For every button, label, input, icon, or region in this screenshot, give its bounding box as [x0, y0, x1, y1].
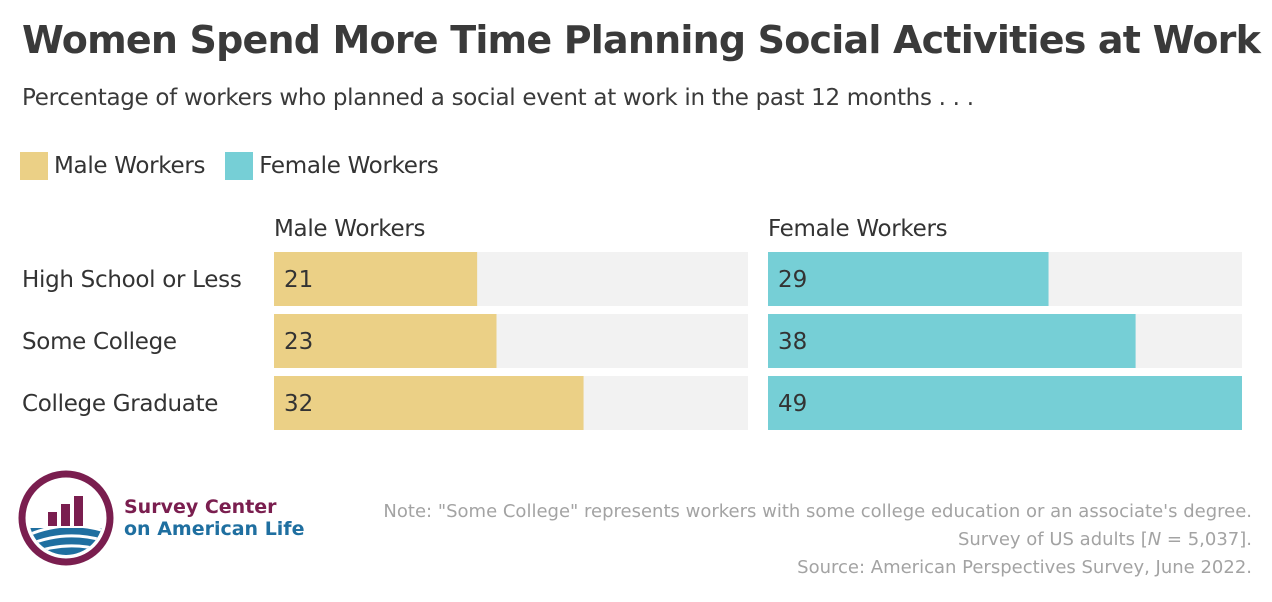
note-line-1: Note: "Some College" represents workers …	[383, 501, 1252, 522]
survey-center-logo-icon	[18, 470, 114, 566]
legend-swatch-male	[20, 152, 48, 180]
logo-text-line-2: on American Life	[124, 518, 305, 540]
legend-item-female: Female Workers	[225, 152, 439, 180]
note-line-2: Survey of US adults [N = 5,037].	[383, 526, 1252, 554]
bar-female-workers-some-college	[768, 314, 1136, 368]
data-label-female-workers-college-graduate: 49	[778, 391, 807, 417]
data-label-male-workers-high-school-or-less: 21	[284, 267, 313, 293]
chart-subtitle: Percentage of workers who planned a soci…	[22, 85, 974, 111]
note-line-2-n: N	[1147, 529, 1162, 550]
panel-header-male-workers: Male Workers	[274, 216, 425, 242]
bar-male-workers-college-graduate	[274, 376, 584, 430]
legend-swatch-female	[225, 152, 254, 180]
data-label-male-workers-college-graduate: 32	[284, 391, 313, 417]
bar-female-workers-college-graduate	[768, 376, 1242, 430]
bar-male-workers-some-college	[274, 314, 497, 368]
chart-note: Note: "Some College" represents workers …	[383, 498, 1252, 582]
legend-label-female: Female Workers	[259, 153, 439, 179]
panel-header-female-workers: Female Workers	[768, 216, 947, 242]
chart-title: Women Spend More Time Planning Social Ac…	[22, 18, 1261, 62]
logo: Survey Center on American Life	[18, 470, 304, 566]
category-label-some-college: Some College	[22, 329, 177, 355]
bar-chart: High School or Less Some College College G…	[22, 216, 1242, 430]
note-line-3: Source: American Perspectives Survey, Ju…	[797, 557, 1252, 578]
bar-male-workers-high-school-or-less	[274, 252, 478, 306]
note-line-2-prefix: Survey of US adults [	[957, 529, 1148, 550]
logo-text: Survey Center on American Life	[124, 496, 304, 540]
data-label-male-workers-some-college: 23	[284, 329, 313, 355]
legend-item-male: Male Workers	[20, 152, 206, 180]
logo-text-line-1: Survey Center	[124, 496, 277, 518]
legend: Male Workers Female Workers	[20, 152, 459, 180]
note-line-2-suffix: = 5,037].	[1161, 529, 1252, 550]
category-label-college-graduate: College Graduate	[22, 391, 218, 417]
data-label-female-workers-high-school-or-less: 29	[778, 267, 807, 293]
data-label-female-workers-some-college: 38	[778, 329, 807, 355]
category-label-high-school-or-less: High School or Less	[22, 267, 242, 293]
bar-female-workers-high-school-or-less	[768, 252, 1049, 306]
legend-label-male: Male Workers	[54, 153, 206, 179]
